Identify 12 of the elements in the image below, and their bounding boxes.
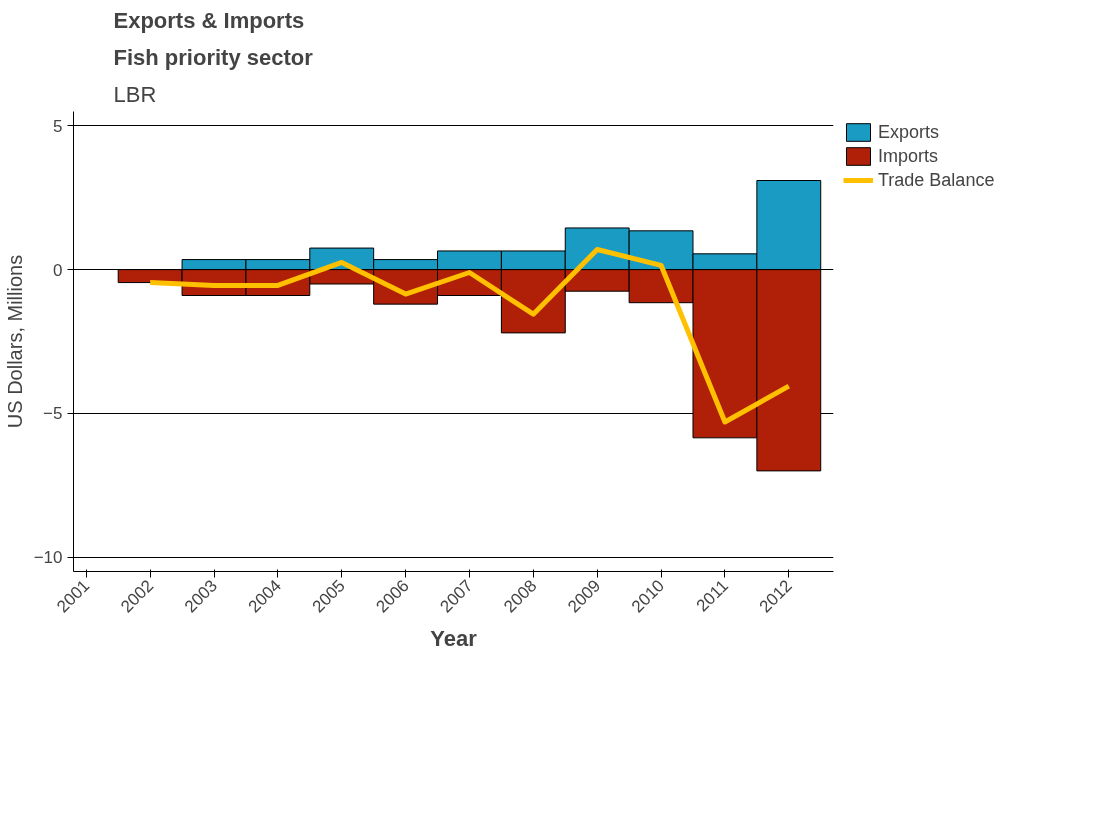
y-axis-title: US Dollars, Millions — [3, 254, 26, 429]
legend-label: Imports — [878, 145, 939, 167]
y-tick-label: 0 — [53, 260, 63, 280]
chart-title: Exports & Imports — [113, 7, 305, 33]
y-tick-label: −5 — [43, 404, 63, 424]
y-tick-label: 5 — [53, 116, 63, 136]
x-axis-title: Year — [430, 625, 478, 651]
y-tick-label: −10 — [33, 548, 63, 568]
chart-subtitle: Fish priority sector — [113, 44, 314, 70]
legend-label: Exports — [878, 121, 940, 143]
legend-label: Trade Balance — [878, 169, 995, 191]
text: LBR — [113, 81, 157, 107]
